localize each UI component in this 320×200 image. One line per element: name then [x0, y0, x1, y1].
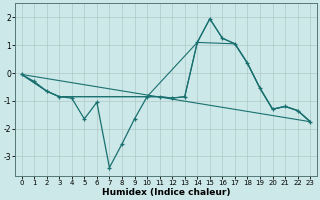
X-axis label: Humidex (Indice chaleur): Humidex (Indice chaleur): [102, 188, 230, 197]
